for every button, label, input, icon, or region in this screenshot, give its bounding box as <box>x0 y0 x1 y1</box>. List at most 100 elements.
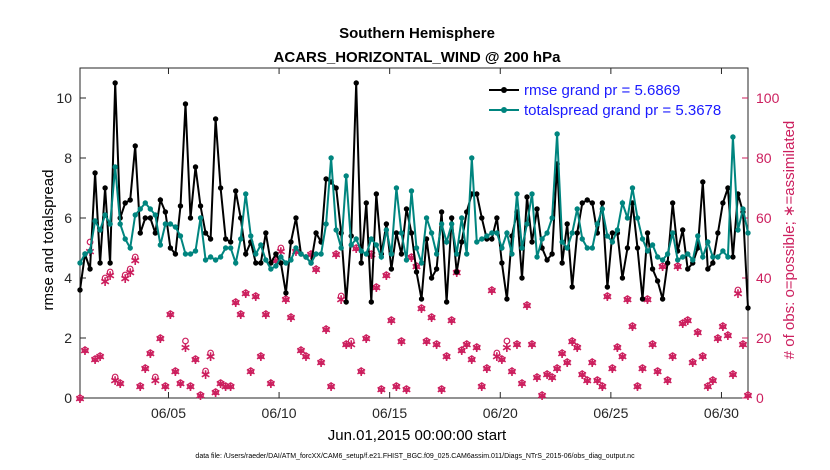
rmse-point <box>433 266 440 272</box>
rmse-point <box>634 245 641 251</box>
rmse-point <box>227 239 234 245</box>
obs-possible-marker <box>212 388 220 396</box>
rmse-point <box>403 206 410 212</box>
obs-possible-marker <box>583 376 591 384</box>
totalspread-point <box>177 233 184 239</box>
rmse-point <box>283 290 289 296</box>
totalspread-point <box>358 248 364 254</box>
rmse-point <box>685 266 691 272</box>
x-tick-label: 06/15 <box>372 405 407 421</box>
totalspread-point <box>413 245 420 251</box>
rmse-point <box>680 227 686 233</box>
totalspread-point <box>634 215 641 221</box>
obs-assimilated-marker: ∗ <box>617 349 629 365</box>
obs-assimilated-marker: ∗ <box>365 247 377 263</box>
obs-possible-marker <box>96 352 104 360</box>
obs-possible-marker <box>262 310 270 318</box>
totalspread-point <box>469 155 475 161</box>
obs-assimilated-marker: ∗ <box>742 388 754 404</box>
totalspread-point <box>197 215 204 221</box>
obs-assimilated-marker: ∗ <box>335 292 347 308</box>
rmse-point <box>258 260 264 266</box>
totalspread-point <box>333 227 339 233</box>
obs-assimilated-marker: ∗ <box>712 331 724 347</box>
obs-assimilated-marker: ∗ <box>386 313 398 329</box>
obs-possible-marker <box>568 337 576 345</box>
rmse-point <box>77 287 83 293</box>
obs-assimilated-marker: ∗ <box>391 379 403 395</box>
rmse-point <box>388 266 395 272</box>
rmse-point <box>644 230 651 236</box>
obs-possible-marker <box>332 250 340 258</box>
obs-assimilated-marker: ∗ <box>245 364 257 380</box>
obs-possible-marker <box>197 391 204 399</box>
obs-assimilated-marker: ∗ <box>627 319 639 335</box>
totalspread-point <box>594 221 601 227</box>
totalspread-point <box>288 257 294 263</box>
rmse-point <box>353 80 359 86</box>
totalspread-point <box>403 257 410 263</box>
obs-possible-marker <box>483 364 491 372</box>
totalspread-point <box>725 254 731 260</box>
obs-assimilated-marker: ∗ <box>325 379 337 395</box>
totalspread-point <box>700 254 706 260</box>
totalspread-point <box>539 236 545 242</box>
obs-assimilated-marker: ∗ <box>310 262 322 278</box>
rmse-point <box>177 203 184 209</box>
rmse-point <box>288 239 294 245</box>
obs-possible-marker <box>81 346 89 354</box>
obs-possible-marker <box>433 340 441 348</box>
totalspread-point <box>217 254 224 260</box>
totalspread-point <box>464 251 470 257</box>
obs-assimilated-marker: ∗ <box>295 343 307 359</box>
obs-possible-marker <box>724 331 732 339</box>
obs-possible-marker <box>387 316 395 324</box>
obs-possible-marker <box>398 337 405 345</box>
obs-possible-marker <box>704 382 712 390</box>
obs-possible-marker <box>357 367 365 375</box>
totalspread-point <box>740 206 746 212</box>
obs-assimilated-marker: ∗ <box>506 364 518 380</box>
totalspread-point <box>162 221 169 227</box>
obs-possible-marker <box>619 352 626 360</box>
rmse-point <box>474 191 480 197</box>
totalspread-point <box>378 254 385 260</box>
rmse-point <box>207 236 214 242</box>
rmse-line <box>79 82 749 309</box>
obs-possible-marker <box>503 337 511 345</box>
chart-subtitle: ACARS_HORIZONTAL_WIND @ 200 hPa <box>274 49 562 66</box>
totalspread-point <box>484 233 490 239</box>
obs-assimilated-marker: ∗ <box>586 355 598 371</box>
obs-assimilated-marker: ∗ <box>717 319 729 335</box>
rmse-point <box>197 203 204 209</box>
obs-assimilated-marker: ∗ <box>561 355 573 371</box>
obs-assimilated-marker: ∗ <box>381 268 393 284</box>
obs-assimilated-marker: ∗ <box>637 361 649 377</box>
totalspread-point <box>187 251 194 257</box>
totalspread-point <box>745 230 751 236</box>
obs-assimilated-marker: ∗ <box>647 337 659 353</box>
totalspread-point <box>192 248 199 254</box>
totalspread-point <box>207 254 214 260</box>
rmse-point <box>725 185 731 191</box>
obs-possible-marker <box>498 355 506 363</box>
obs-possible-marker <box>448 316 456 324</box>
obs-assimilated-marker: ∗ <box>139 361 151 377</box>
obs-possible-marker <box>523 301 531 309</box>
obs-possible-marker <box>679 319 687 327</box>
y-axis-right-label: # of obs: o=possible; ∗=assimilated <box>781 121 798 360</box>
rmse-point <box>489 236 495 242</box>
rmse-point <box>202 230 209 236</box>
obs-assimilated-marker: ∗ <box>426 310 438 326</box>
obs-assimilated-marker: ∗ <box>526 337 538 353</box>
totalspread-point <box>418 260 425 266</box>
obs-assimilated-marker: ∗ <box>466 352 478 368</box>
rmse-point <box>137 230 143 236</box>
x-tick-label: 06/30 <box>704 405 739 421</box>
obs-possible-marker <box>287 313 295 321</box>
obs-assimilated-marker: ∗ <box>702 379 714 395</box>
obs-possible-marker <box>182 337 189 345</box>
legend-rmse-label: rmse grand pr = 5.6869 <box>524 82 680 99</box>
totalspread-point <box>172 224 179 230</box>
rmse-point <box>710 260 716 266</box>
